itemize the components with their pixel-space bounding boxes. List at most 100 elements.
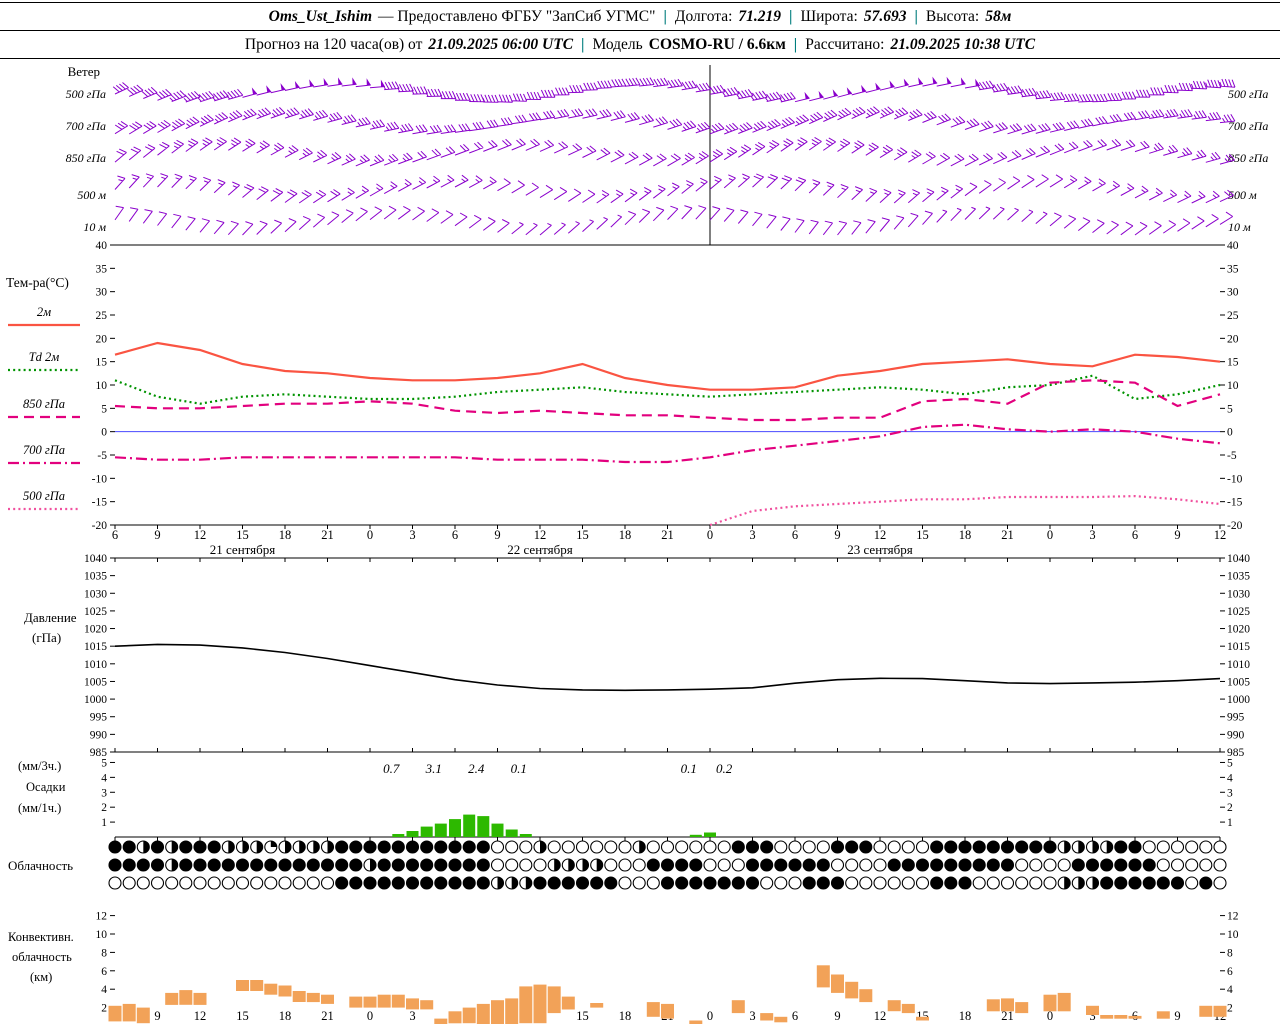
cloud-cover-symbol [1029, 876, 1043, 890]
svg-text:10 м: 10 м [83, 220, 106, 234]
cloud-cover-symbol [1085, 858, 1100, 872]
cloud-cover-symbol [845, 840, 859, 854]
cloud-cover-symbol [136, 876, 150, 890]
cloud-cover-symbol [944, 840, 958, 854]
cloud-cover-symbol [1199, 876, 1213, 890]
cloud-cover-symbol [745, 840, 760, 854]
svg-text:1020: 1020 [84, 624, 107, 636]
svg-text:18: 18 [279, 1009, 292, 1023]
svg-text:(мм/3ч.): (мм/3ч.) [18, 759, 61, 773]
cloud-cover-symbol [646, 876, 660, 890]
cloud-cover-symbol [448, 858, 462, 872]
cloud-cover-symbol [717, 876, 731, 890]
cloud-cover-symbol [802, 858, 816, 872]
svg-text:(км): (км) [30, 970, 52, 984]
cloud-cover-symbol [604, 840, 618, 854]
svg-text:облачность: облачность [12, 950, 72, 964]
cloud-cover-symbol [816, 858, 830, 872]
svg-text:15: 15 [576, 1009, 589, 1023]
altitude-value: 58м [985, 7, 1012, 25]
svg-text:0.1: 0.1 [681, 761, 697, 776]
svg-text:-15: -15 [92, 497, 108, 509]
cloud-cover-symbol [235, 858, 250, 872]
cloud-cover-symbol [887, 858, 901, 872]
cloud-cover-symbol [448, 840, 462, 854]
svg-text:21 сентября: 21 сентября [210, 542, 276, 557]
svg-text:6: 6 [1227, 966, 1233, 978]
cloud-cover-symbol [335, 840, 349, 854]
cloud-cover-symbol [391, 858, 405, 872]
cloud-cover-symbol [405, 840, 420, 854]
svg-text:25: 25 [1227, 310, 1239, 322]
cloud-cover-symbol [1015, 858, 1029, 872]
cloud-cover-symbol [689, 858, 703, 872]
svg-text:Осадки: Осадки [26, 780, 66, 794]
svg-text:0: 0 [707, 1009, 713, 1023]
svg-text:12: 12 [874, 528, 887, 542]
cloud-cover-symbol [179, 858, 193, 872]
cloud-cover-symbol [377, 876, 391, 890]
svg-text:-10: -10 [92, 473, 108, 485]
svg-text:20: 20 [1227, 333, 1239, 345]
cloud-cover-symbol [490, 840, 505, 854]
cloud-cover-symbol [689, 876, 703, 890]
cloud-cover-symbol [604, 858, 618, 872]
cloud-cover-symbol [533, 876, 547, 890]
cloud-cover-symbol [1043, 876, 1057, 890]
cloud-cover-symbol [1156, 858, 1170, 872]
svg-text:12: 12 [1214, 528, 1227, 542]
svg-text:1040: 1040 [1227, 553, 1250, 565]
svg-text:1020: 1020 [1227, 624, 1250, 636]
svg-text:18: 18 [279, 528, 292, 542]
cloud-cover-symbol [122, 840, 136, 854]
cloud-cover-symbol [320, 858, 335, 872]
cloud-cover-symbol [179, 840, 193, 854]
cloud-cover-symbol [150, 876, 165, 890]
separator: | [793, 35, 798, 53]
svg-text:21: 21 [1001, 1009, 1014, 1023]
cloud-cover-symbol [859, 858, 873, 872]
cloud-cover-symbol [944, 876, 958, 890]
cloud-cover-symbol [1185, 858, 1199, 872]
svg-text:0.1: 0.1 [511, 761, 527, 776]
svg-text:0.7: 0.7 [383, 761, 400, 776]
cloud-cover-symbol [1100, 876, 1114, 890]
svg-text:10: 10 [96, 929, 108, 941]
svg-text:20: 20 [96, 333, 108, 345]
cloud-cover-symbol [986, 876, 1000, 890]
cloud-cover-symbol [448, 876, 462, 890]
svg-text:0: 0 [101, 427, 107, 439]
cloud-cover-symbol [1114, 858, 1128, 872]
cloud-cover-symbol [958, 876, 972, 890]
cloud-cover-symbol [760, 858, 774, 872]
cloud-cover-symbol [930, 858, 944, 872]
cloud-cover-symbol [434, 840, 448, 854]
cloud-cover-symbol [731, 858, 745, 872]
svg-text:21: 21 [661, 528, 674, 542]
svg-text:4: 4 [1227, 772, 1233, 784]
cloud-cover-symbol [1213, 858, 1227, 872]
cloud-cover-symbol [901, 840, 915, 854]
svg-text:5: 5 [101, 757, 107, 769]
cloud-cover-symbol [1213, 876, 1227, 890]
longitude-label: Долгота: [674, 7, 733, 25]
svg-text:1010: 1010 [1227, 659, 1250, 671]
cloud-cover-symbol [505, 840, 519, 854]
cloud-cover-symbol [717, 840, 731, 854]
cloud-cover-symbol [1199, 858, 1213, 872]
cloud-cover-symbol [986, 858, 1000, 872]
cloud-cover-symbol [476, 840, 490, 854]
svg-text:-20: -20 [92, 520, 108, 532]
svg-text:0: 0 [367, 528, 373, 542]
svg-text:(мм/1ч.): (мм/1ч.) [18, 801, 61, 815]
svg-text:2: 2 [1227, 1003, 1233, 1015]
calculated-time: 21.09.2025 10:38 UTC [890, 35, 1036, 53]
cloud-cover-symbol [1156, 840, 1170, 854]
svg-text:15: 15 [576, 528, 589, 542]
svg-text:4: 4 [101, 772, 107, 784]
cloud-cover-symbol [391, 876, 405, 890]
temperature-panel: 40 40 35 35 30 30 25 25 20 20 15 15 10 10 5 5 0 0 -5 -5 -10 -… [6, 240, 1243, 532]
cloud-cover-symbol [958, 858, 972, 872]
cloud-cover-symbol [646, 840, 660, 854]
svg-text:985: 985 [90, 747, 108, 759]
